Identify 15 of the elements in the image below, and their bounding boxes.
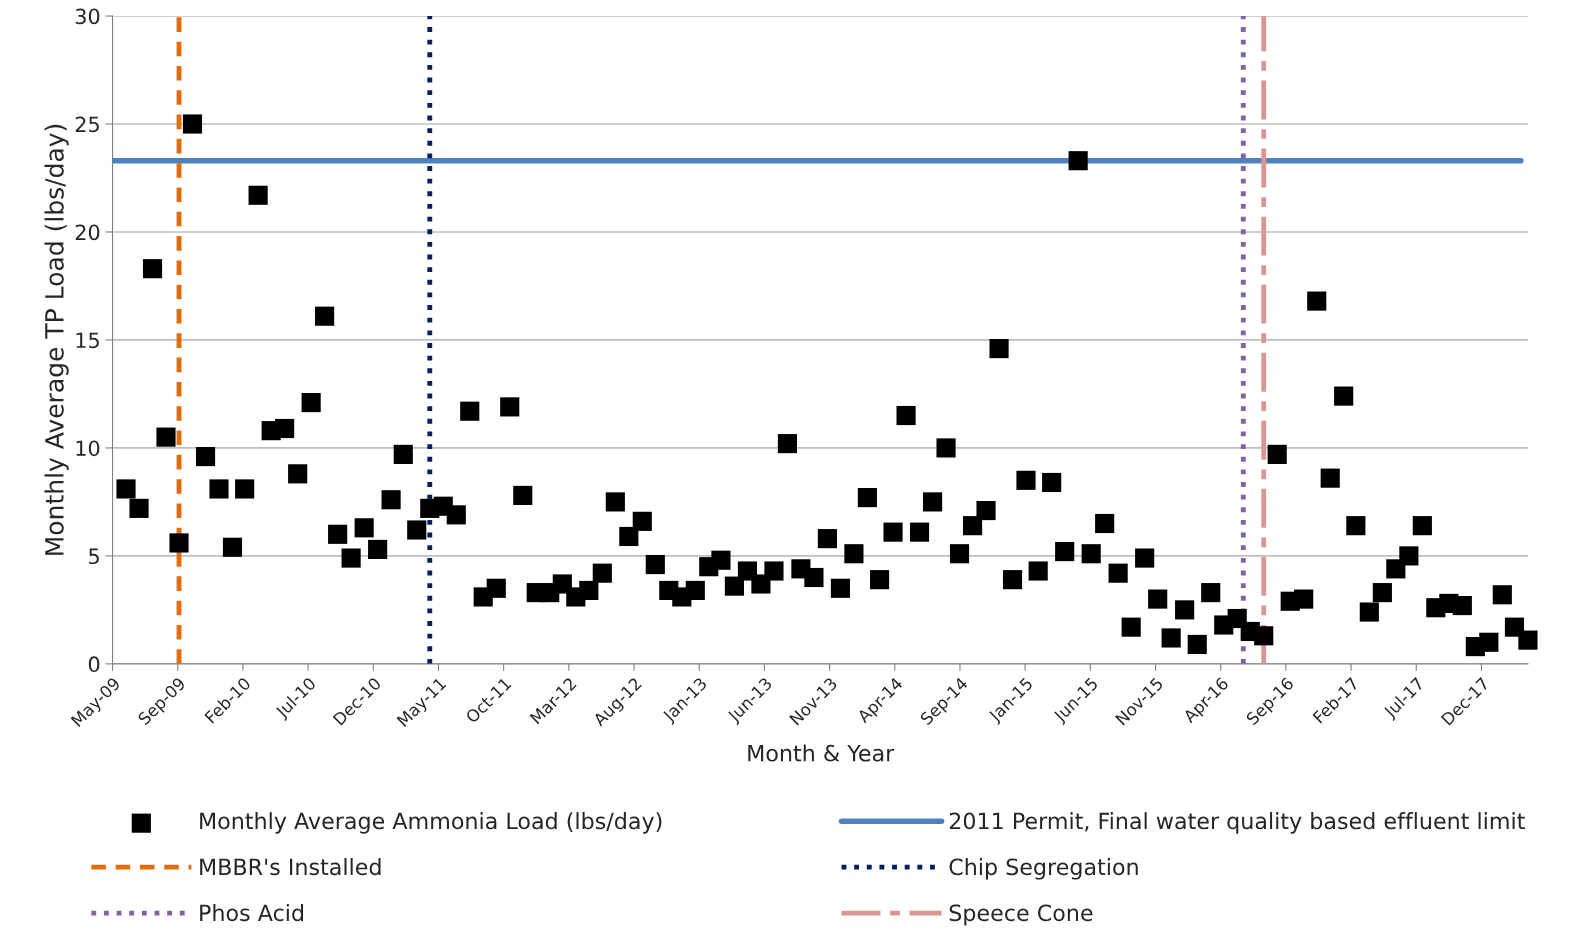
y-axis-title: Monthly Average TP Load (lbs/day) [44,124,69,555]
legend-label: Phos Acid [200,904,304,922]
legend-label: Speece Cone [949,904,1093,926]
y-tick-label: 15 [76,332,99,349]
x-axis-title: Month & Year [748,744,895,762]
legend-label: Chip Segregation [949,858,1138,880]
y-tick-label: 25 [75,116,99,133]
legend-label: MBBR's Installed [200,858,381,876]
y-tick-label: 0 [88,656,100,673]
legend-label: Monthly Average Ammonia Load (lbs/day) [200,812,662,834]
legend-label: 2011 Permit, Final water quality based effluent limit [949,812,1525,834]
y-tick-label: 30 [75,8,100,25]
y-tick-label: 5 [89,548,99,565]
y-tick-label: 20 [75,224,100,241]
y-tick-label: 10 [76,440,100,457]
